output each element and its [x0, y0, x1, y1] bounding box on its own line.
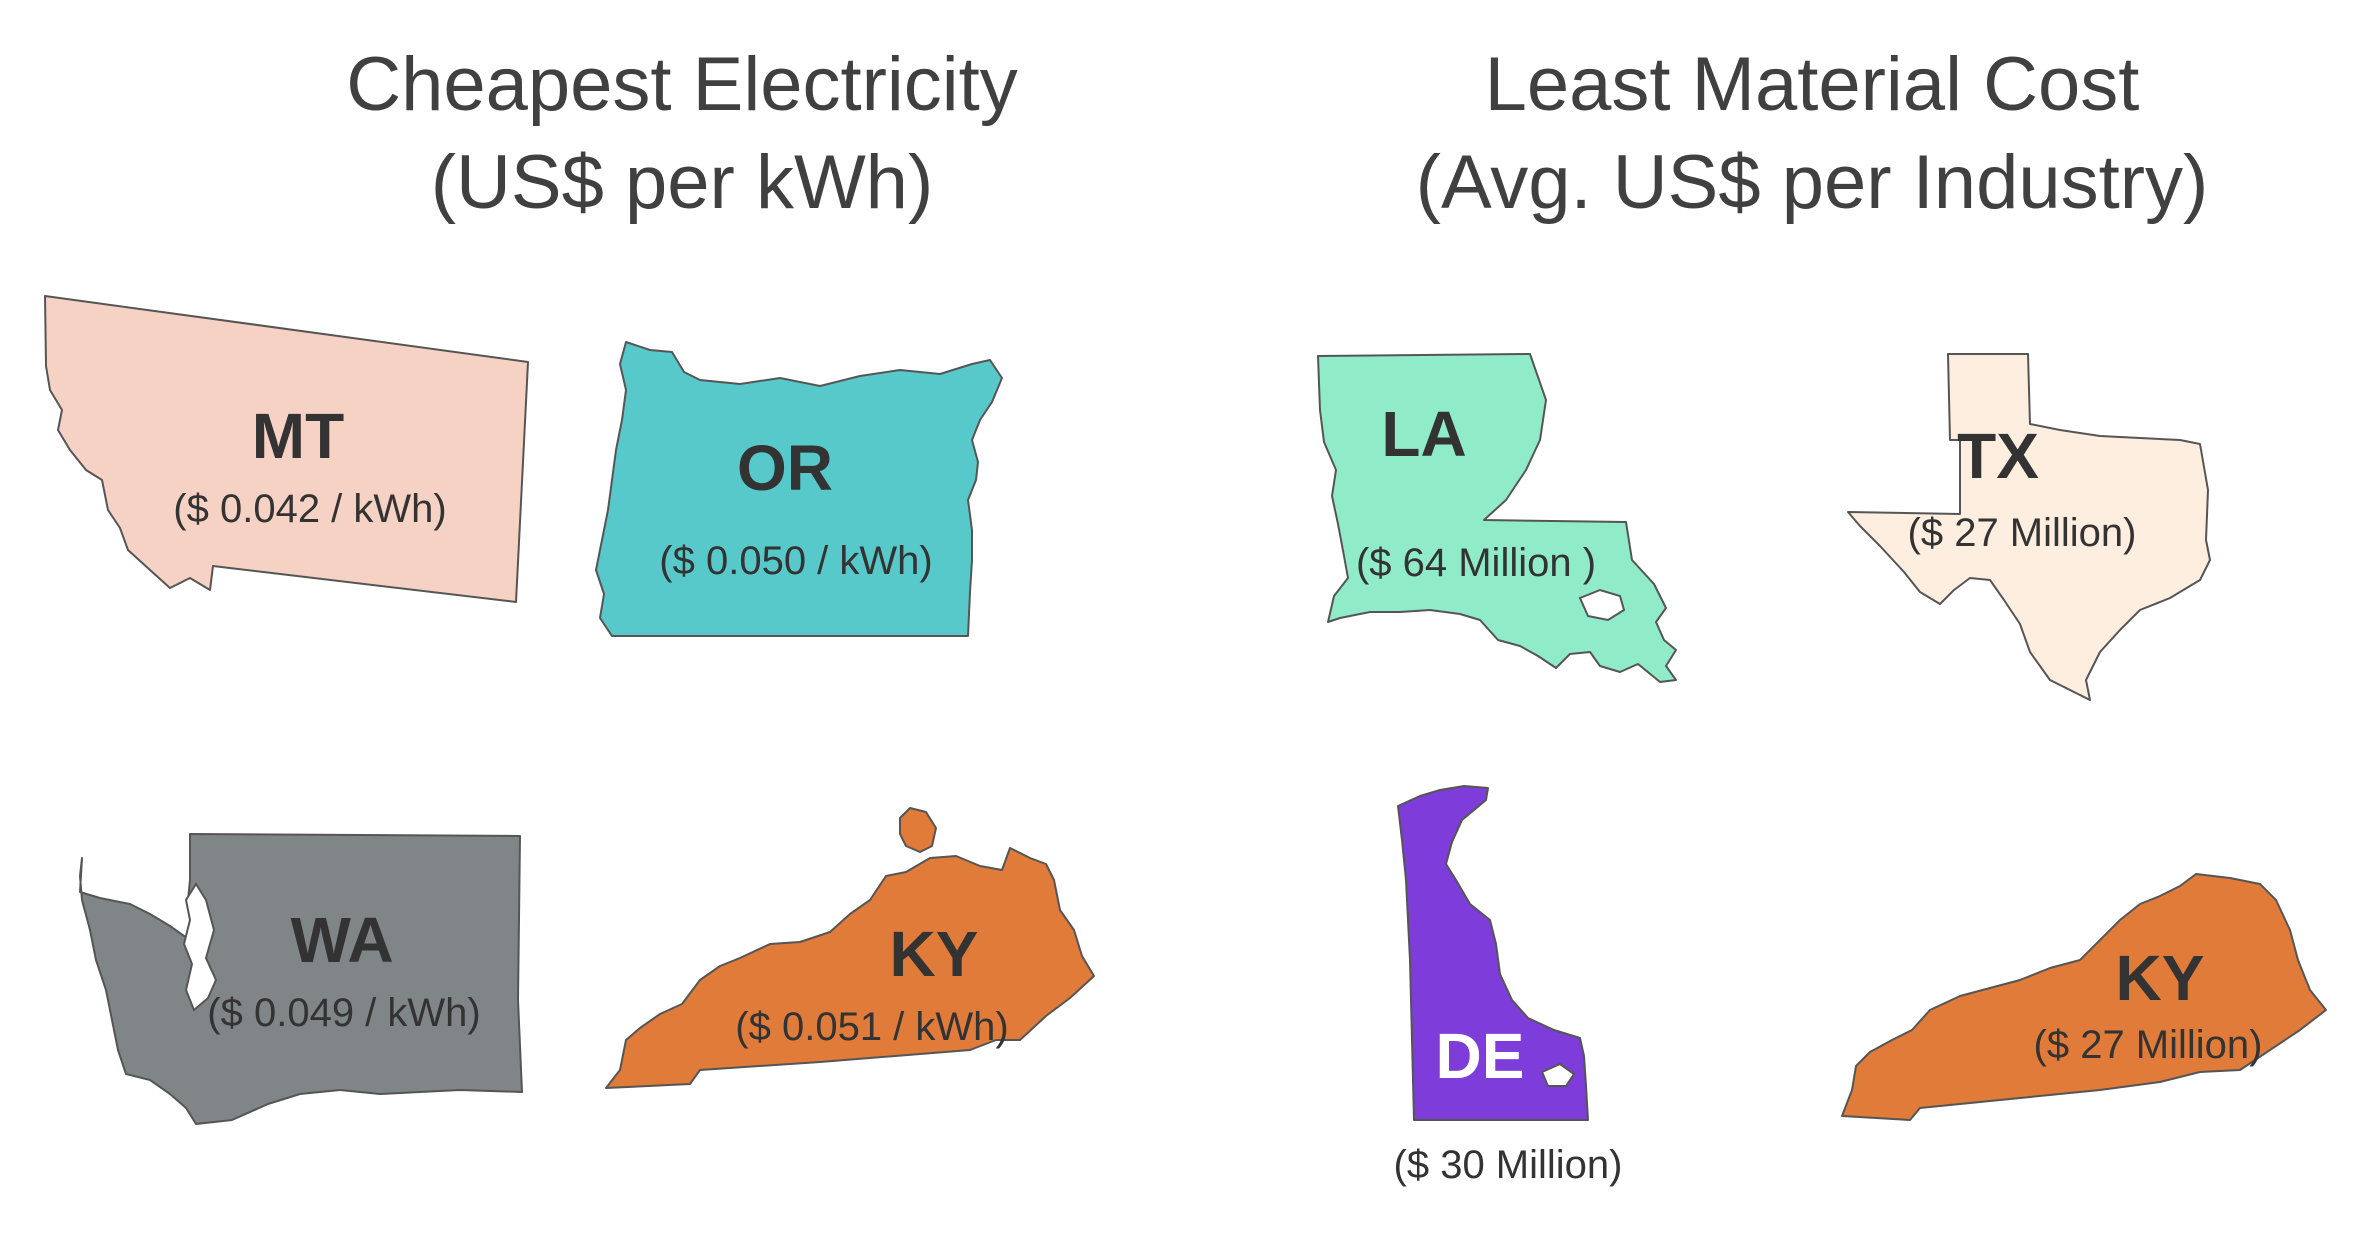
- washington-sound: [182, 882, 218, 1012]
- louisiana-lake: [1578, 588, 1626, 622]
- louisiana-shape: [1317, 353, 1677, 683]
- left-title-line2: (US$ per kWh): [431, 140, 934, 225]
- state-delaware: DE ($ 30 Million): [1394, 785, 1623, 1187]
- oregon-shape: [595, 341, 1003, 637]
- kentucky-left-notch: [899, 807, 937, 853]
- right-title-line1: Least Material Cost: [1485, 42, 2140, 127]
- kentucky-left-shape: [605, 847, 1095, 1089]
- delaware-abbr: DE: [1436, 1020, 1525, 1092]
- delaware-value: ($ 30 Million): [1394, 1143, 1623, 1187]
- state-texas: TX ($ 27 Million): [1847, 353, 2211, 701]
- montana-abbr: MT: [252, 400, 344, 472]
- montana-shape: [44, 295, 529, 603]
- state-montana: MT ($ 0.042 / kWh): [44, 295, 529, 603]
- washington-value: ($ 0.049 / kWh): [207, 991, 480, 1035]
- oregon-abbr: OR: [737, 432, 833, 504]
- kentucky-right-value: ($ 27 Million): [2034, 1023, 2263, 1067]
- state-kentucky-left: KY ($ 0.051 / kWh): [605, 807, 1095, 1089]
- state-kentucky-right: KY ($ 27 Million): [1841, 873, 2327, 1121]
- oregon-value: ($ 0.050 / kWh): [659, 539, 932, 583]
- state-louisiana: LA ($ 64 Million ): [1317, 353, 1677, 683]
- washington-shape: [79, 833, 523, 1125]
- state-oregon: OR ($ 0.050 / kWh): [595, 341, 1003, 637]
- left-title-line1: Cheapest Electricity: [346, 42, 1018, 127]
- montana-value: ($ 0.042 / kWh): [173, 487, 446, 531]
- delaware-bay: [1540, 1062, 1576, 1087]
- state-washington: WA ($ 0.049 / kWh): [79, 833, 523, 1125]
- washington-abbr: WA: [290, 904, 393, 976]
- texas-value: ($ 27 Million): [1908, 511, 2137, 555]
- louisiana-value: ($ 64 Million ): [1356, 541, 1596, 585]
- kentucky-right-shape: [1841, 873, 2327, 1121]
- kentucky-left-abbr: KY: [890, 918, 979, 990]
- louisiana-abbr: LA: [1381, 398, 1466, 470]
- kentucky-right-abbr: KY: [2116, 942, 2205, 1014]
- delaware-shape: [1397, 785, 1589, 1121]
- texas-shape: [1847, 353, 2211, 701]
- kentucky-left-value: ($ 0.051 / kWh): [735, 1005, 1008, 1049]
- texas-abbr: TX: [1957, 420, 2039, 492]
- right-title-line2: (Avg. US$ per Industry): [1416, 140, 2209, 225]
